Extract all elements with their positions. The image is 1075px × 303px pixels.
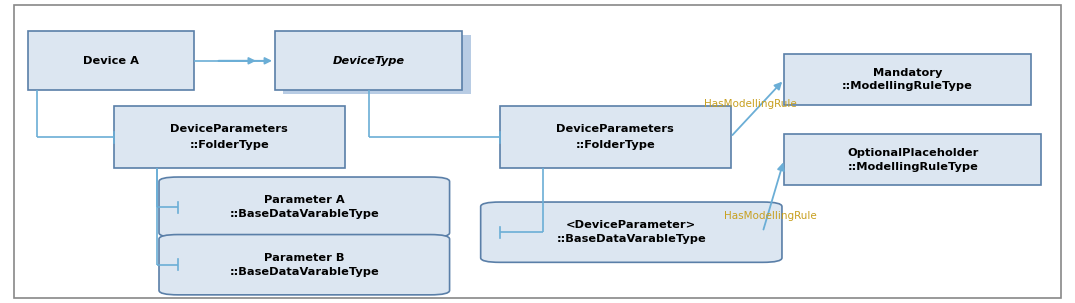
- Text: ::ModellingRuleType: ::ModellingRuleType: [847, 161, 978, 171]
- FancyBboxPatch shape: [114, 106, 344, 168]
- Text: Device A: Device A: [84, 56, 140, 66]
- Text: DeviceType: DeviceType: [332, 56, 404, 66]
- FancyBboxPatch shape: [784, 134, 1042, 185]
- Text: HasModellingRule: HasModellingRule: [704, 99, 798, 109]
- FancyBboxPatch shape: [159, 235, 449, 295]
- FancyBboxPatch shape: [159, 177, 449, 237]
- Text: <DeviceParameter>: <DeviceParameter>: [567, 220, 697, 230]
- Text: ::FolderType: ::FolderType: [189, 140, 269, 150]
- Text: OptionalPlaceholder: OptionalPlaceholder: [847, 148, 978, 158]
- Text: HasModellingRule: HasModellingRule: [725, 211, 817, 221]
- FancyBboxPatch shape: [28, 32, 195, 90]
- Text: Parameter A: Parameter A: [264, 195, 345, 205]
- Text: DeviceParameters: DeviceParameters: [557, 124, 674, 134]
- Text: Mandatory: Mandatory: [873, 68, 942, 78]
- FancyBboxPatch shape: [275, 32, 462, 90]
- FancyBboxPatch shape: [784, 54, 1031, 105]
- FancyBboxPatch shape: [500, 106, 731, 168]
- Text: ::FolderType: ::FolderType: [575, 140, 655, 150]
- Text: ::ModellingRuleType: ::ModellingRuleType: [842, 82, 973, 92]
- FancyBboxPatch shape: [284, 35, 471, 94]
- Text: Parameter B: Parameter B: [264, 253, 345, 263]
- FancyBboxPatch shape: [481, 202, 782, 262]
- Text: DeviceParameters: DeviceParameters: [170, 124, 288, 134]
- Text: ::BaseDataVarableType: ::BaseDataVarableType: [229, 267, 379, 277]
- Text: ::BaseDataVarableType: ::BaseDataVarableType: [229, 209, 379, 219]
- Text: ::BaseDataVarableType: ::BaseDataVarableType: [557, 234, 706, 244]
